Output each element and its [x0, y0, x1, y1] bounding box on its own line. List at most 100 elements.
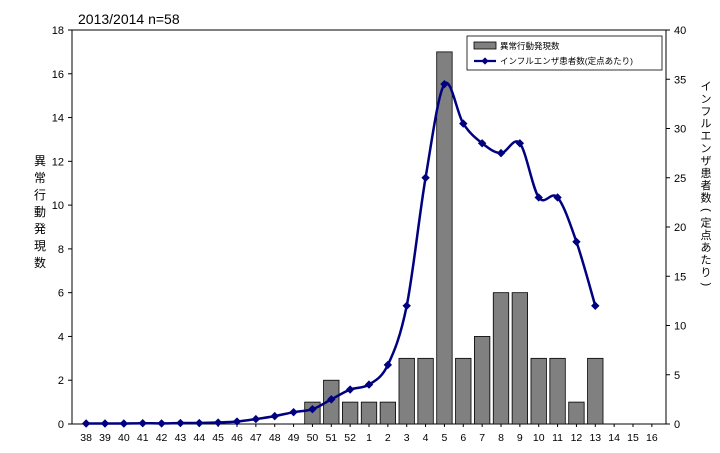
bar	[549, 357, 566, 425]
data-point-marker	[572, 237, 581, 246]
left-axis-label-char: 動	[34, 205, 46, 219]
left-tick-label: 12	[52, 156, 64, 168]
data-point-marker	[100, 419, 110, 428]
data-point-marker	[477, 139, 487, 148]
bar-series	[304, 51, 604, 425]
data-point-marker	[176, 418, 185, 428]
bar	[342, 401, 359, 425]
left-tick-label: 0	[58, 419, 64, 431]
right-axis-label-char: ン	[701, 143, 712, 155]
x-tick-label: 50	[307, 432, 319, 444]
legend-bar-label: 異常行動発現数	[500, 41, 560, 51]
bar	[455, 357, 472, 425]
x-tick-label: 49	[288, 432, 300, 444]
left-tick-label: 2	[58, 375, 64, 387]
x-tick-label: 9	[517, 432, 523, 444]
x-tick-label: 43	[175, 432, 187, 444]
right-tick-label: 5	[674, 370, 680, 382]
data-point-marker	[195, 418, 204, 428]
x-tick-label: 8	[498, 432, 504, 444]
x-tick-label: 45	[212, 432, 224, 444]
left-axis-label-char: 行	[34, 188, 46, 202]
x-tick-label: 44	[193, 432, 205, 444]
x-tick-label: 39	[99, 432, 111, 444]
data-point-marker	[534, 193, 543, 202]
bar	[530, 357, 547, 425]
x-tick-label: 2	[385, 432, 391, 444]
right-axis-label-char: 数	[701, 192, 712, 205]
data-point-marker	[402, 301, 411, 310]
right-axis-label-char: イ	[701, 81, 712, 93]
right-axis-label-char: ザ	[701, 154, 712, 167]
right-tick-label: 35	[674, 74, 686, 86]
x-tick-label: 46	[231, 432, 243, 444]
x-tick-label: 5	[442, 432, 448, 444]
legend-bar-swatch	[473, 41, 497, 50]
data-point-marker	[515, 139, 525, 148]
legend-line-label: インフルエンザ患者数(定点あたり)	[500, 56, 633, 66]
data-point-marker	[364, 380, 374, 389]
bar	[511, 292, 528, 425]
x-tick-label: 3	[404, 432, 410, 444]
data-point-marker	[459, 119, 468, 128]
left-axis-label-char: 数	[34, 255, 46, 270]
data-point-marker	[157, 419, 166, 428]
data-point-marker	[327, 395, 336, 404]
right-tick-label: 15	[674, 271, 686, 283]
data-point-marker	[440, 79, 449, 89]
right-axis-label-char: ン	[701, 93, 712, 105]
x-tick-label: 47	[250, 432, 262, 444]
x-tick-label: 48	[269, 432, 281, 444]
right-axis-label-char: )	[700, 283, 712, 287]
right-tick-label: 40	[674, 25, 686, 37]
left-axis: 0 2 4 6 8 10 12 14 16 18 異常行動発現数	[34, 25, 72, 431]
right-axis-label-char: フ	[701, 106, 712, 118]
x-tick-label: 41	[137, 432, 149, 444]
data-point-marker	[119, 419, 129, 428]
bar	[360, 401, 378, 425]
data-point-marker	[421, 173, 430, 182]
left-tick-label: 4	[58, 331, 64, 343]
right-axis-label-char: 点	[701, 229, 712, 242]
data-point-marker	[496, 148, 506, 158]
bar	[568, 401, 585, 425]
chart-title: 2013/2014 n=58	[78, 11, 180, 27]
right-axis-label-char: た	[701, 254, 712, 267]
data-point-marker	[345, 385, 355, 394]
right-tick-label: 25	[674, 173, 686, 185]
right-tick-label: 10	[674, 321, 686, 333]
right-axis-label-char: エ	[701, 131, 712, 143]
bar	[436, 51, 453, 425]
right-tick-label: 30	[674, 124, 686, 136]
x-tick-label: 10	[533, 432, 545, 444]
left-tick-label: 18	[52, 25, 64, 37]
left-axis-label-char: 常	[34, 171, 46, 185]
bar	[398, 357, 415, 425]
line-series	[81, 79, 600, 428]
x-tick-label: 38	[80, 432, 92, 444]
x-tick-label: 12	[571, 432, 583, 444]
bar	[379, 401, 396, 425]
x-tick-label: 14	[608, 432, 620, 444]
data-point-marker	[308, 405, 317, 414]
x-tick-label: 1	[366, 432, 372, 444]
right-tick-label: 0	[674, 419, 680, 431]
bar	[417, 357, 434, 425]
left-tick-label: 10	[52, 200, 64, 212]
bar	[492, 292, 510, 425]
right-axis-label-char: 者	[701, 179, 712, 192]
data-point-marker	[251, 414, 261, 424]
left-tick-label: 8	[58, 244, 64, 256]
right-axis-label-char: 定	[701, 215, 712, 229]
left-axis-label-char: 異	[34, 154, 46, 168]
right-tick-label: 20	[674, 222, 686, 234]
x-tick-label: 4	[423, 432, 429, 444]
legend-line-marker	[481, 57, 489, 65]
left-tick-label: 6	[58, 288, 64, 300]
data-point-marker	[270, 411, 279, 421]
x-axis: 38 39 40 41 42 43 44 45 46 47 48 49 50 51 52 1 2 3 4 5 6 7 8 9 1…	[80, 424, 658, 444]
